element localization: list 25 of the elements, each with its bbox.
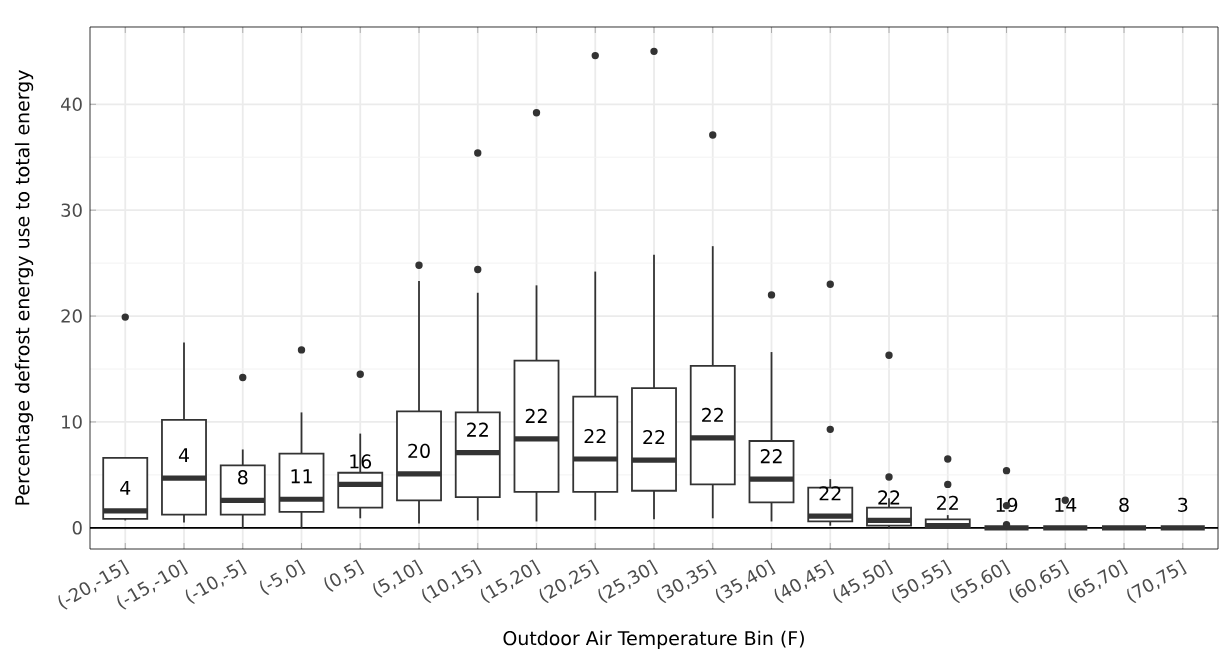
annotation: 22 bbox=[702, 407, 723, 422]
annotation: 3 bbox=[1178, 497, 1188, 512]
annotation: 8 bbox=[1119, 497, 1129, 512]
annotation: 20 bbox=[408, 443, 430, 458]
x-axis-title: Outdoor Air Temperature Bin (F) bbox=[503, 630, 804, 649]
y-tick-label: 0 bbox=[72, 521, 82, 535]
y-tick-label: 40 bbox=[61, 97, 82, 112]
annotation: 4 bbox=[120, 480, 131, 495]
annotation: 22 bbox=[819, 486, 841, 501]
annotation: 11 bbox=[291, 469, 312, 484]
annotation: 22 bbox=[937, 495, 958, 510]
annotation: 22 bbox=[525, 408, 547, 423]
annotation: 8 bbox=[238, 470, 248, 485]
annotation: 22 bbox=[584, 428, 606, 444]
annotation: 22 bbox=[643, 430, 665, 445]
annotation: 14 bbox=[1055, 497, 1077, 512]
annotation: 22 bbox=[467, 422, 488, 437]
y-axis-title: Percentage defrost energy use to total energy bbox=[14, 70, 34, 505]
annotation: 22 bbox=[878, 490, 900, 505]
y-tick-label: 10 bbox=[62, 415, 82, 429]
annotation: 19 bbox=[996, 497, 1018, 512]
y-tick-label: 30 bbox=[61, 203, 82, 217]
annotation: 22 bbox=[760, 449, 782, 464]
y-tick-label: 20 bbox=[61, 309, 82, 323]
annotation: 4 bbox=[178, 448, 189, 462]
